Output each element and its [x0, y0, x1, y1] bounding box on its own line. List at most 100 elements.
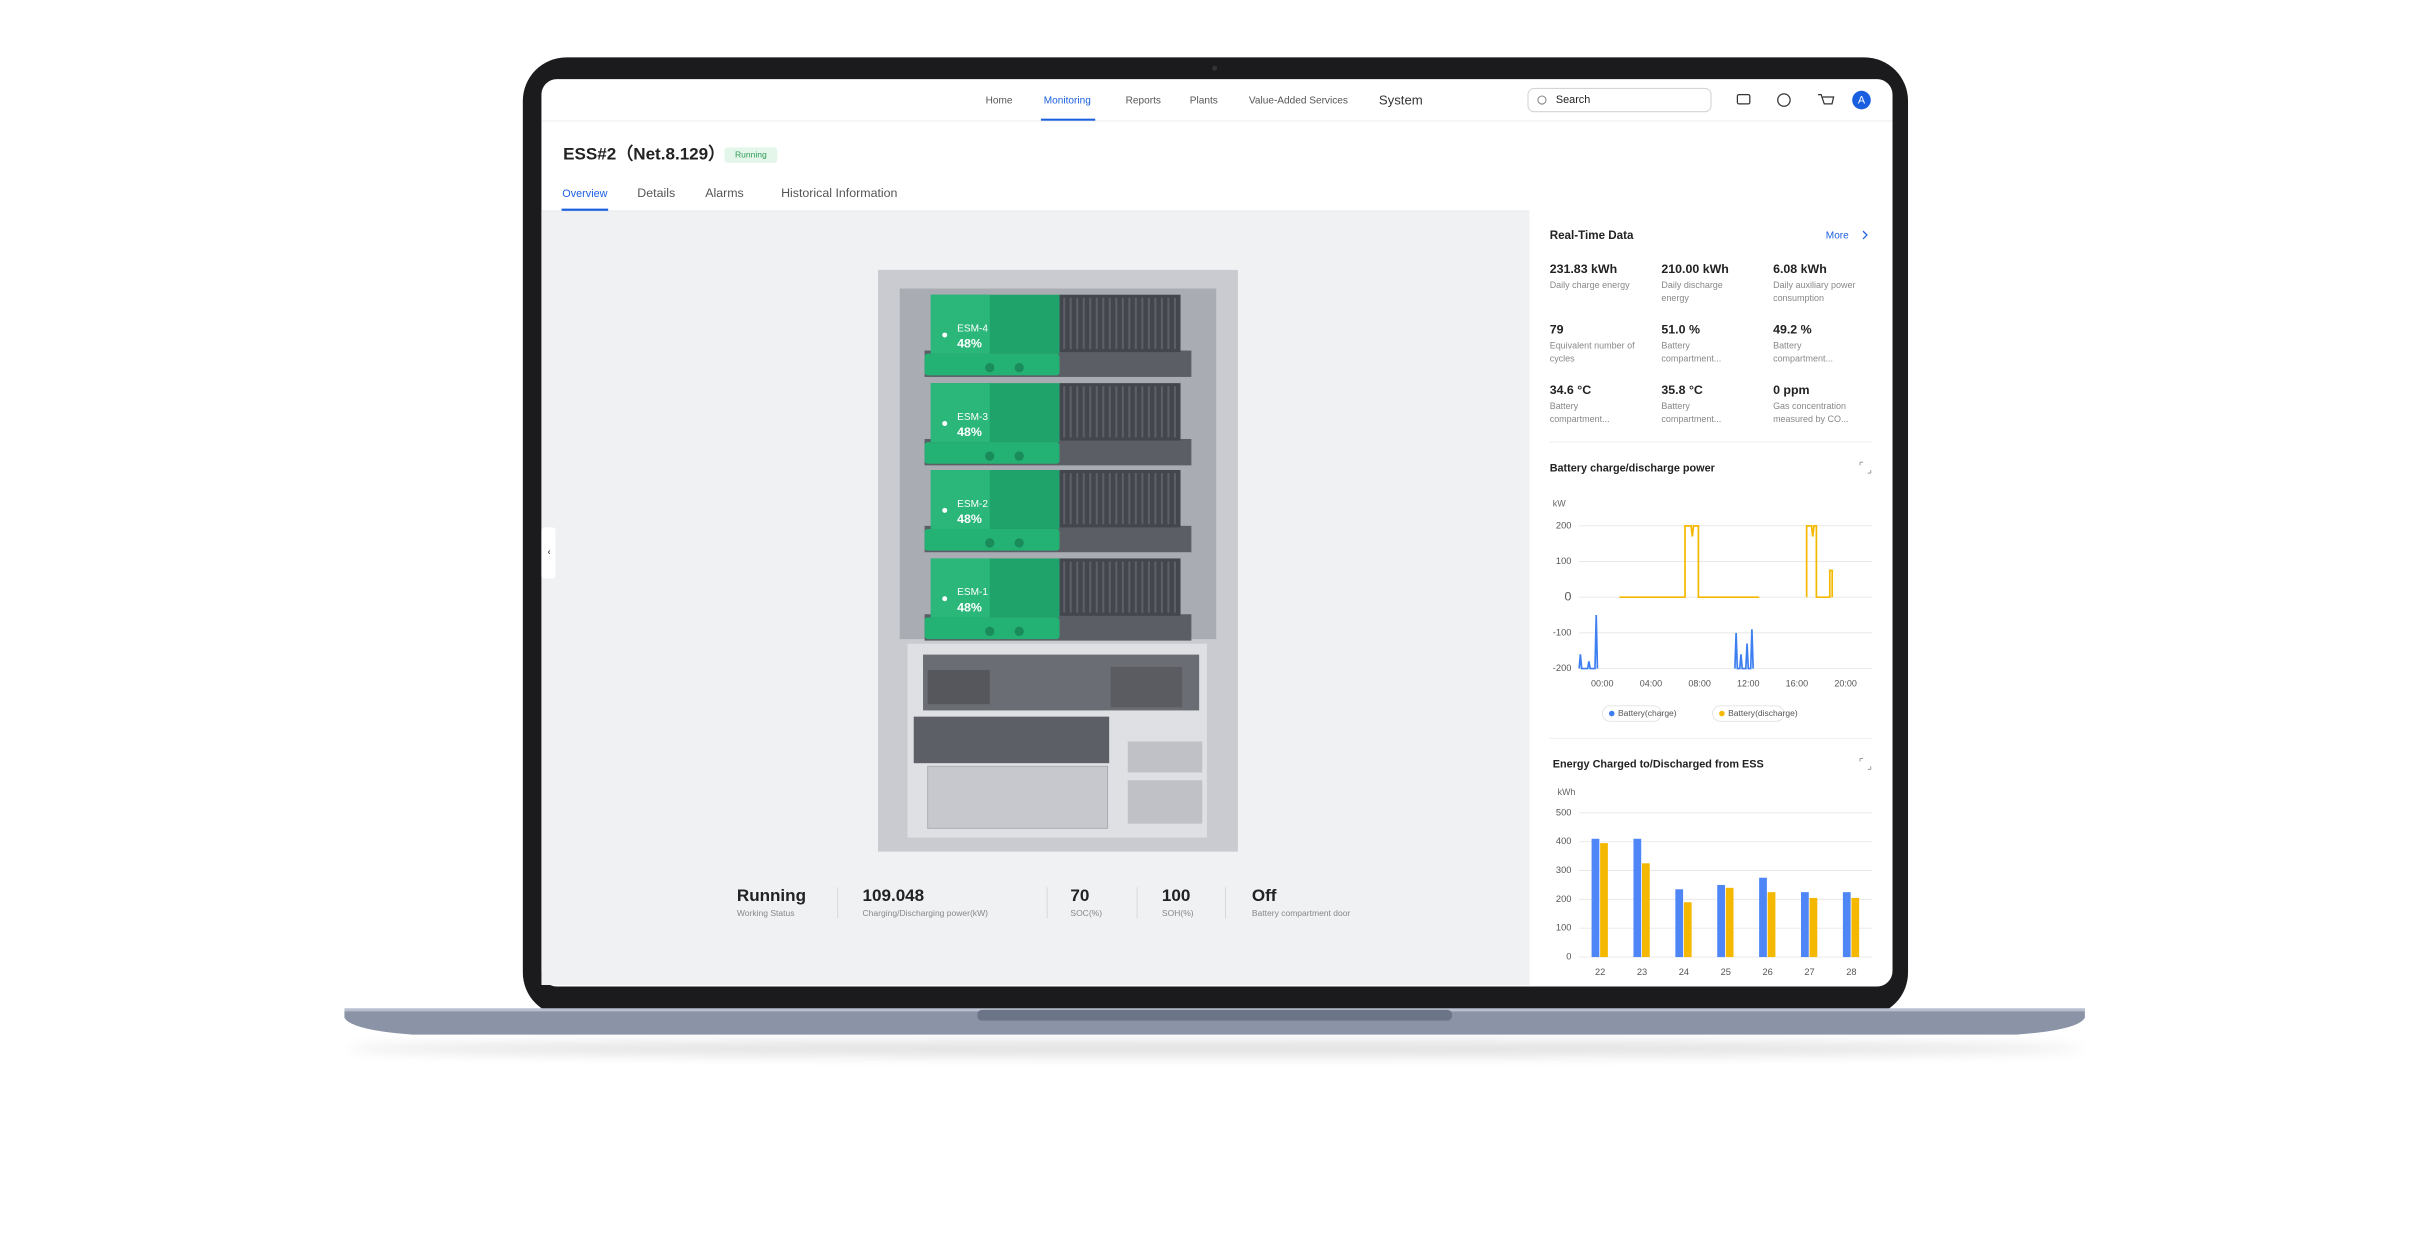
expand-icon[interactable]	[1859, 461, 1872, 474]
tab[interactable]: Historical Information	[781, 186, 897, 200]
avatar-letter: A	[1858, 95, 1866, 107]
nav-item[interactable]: Reports	[1126, 95, 1161, 106]
status-value: 109.048	[863, 886, 925, 905]
lower-box	[927, 765, 1109, 829]
y-tick-label: 0	[1566, 952, 1571, 962]
bar	[1675, 889, 1684, 958]
nav-item[interactable]: Monitoring	[1044, 95, 1091, 106]
bar	[1759, 877, 1767, 958]
y-axis-unit: kWh	[1557, 787, 1575, 797]
x-tick-label: 24	[1679, 967, 1689, 977]
avatar[interactable]	[1852, 90, 1871, 110]
nav-item[interactable]: Value-Added Services	[1249, 95, 1348, 106]
bar	[1642, 863, 1650, 958]
bar	[1591, 838, 1600, 958]
shadow	[345, 1040, 2084, 1057]
x-tick-label: 12:00	[1737, 678, 1759, 688]
nav-item[interactable]: System	[1379, 92, 1423, 107]
legend-dot	[1719, 710, 1725, 717]
more-chevron[interactable]	[1862, 230, 1868, 240]
metric-value: 51.0 %	[1661, 323, 1700, 337]
cart-icon[interactable]	[1818, 94, 1835, 105]
x-tick-label: 20:00	[1834, 678, 1856, 688]
y-axis-unit: kW	[1553, 499, 1566, 509]
legend-dot	[1608, 710, 1615, 717]
metric-label: Battery	[1773, 340, 1802, 350]
module-knob	[985, 451, 995, 461]
x-tick-label: 23	[1637, 967, 1647, 977]
device-title: ESS#2（Net.8.129）	[563, 144, 725, 164]
status-label: SOC(%)	[1070, 908, 1102, 918]
module-knob	[985, 362, 995, 373]
book-icon[interactable]	[1736, 94, 1751, 105]
status-label: Working Status	[737, 908, 795, 918]
collapse-tab[interactable]	[541, 527, 556, 579]
metric-label: energy	[1661, 293, 1689, 303]
module-name: ESM-4	[957, 324, 988, 335]
base-notch	[977, 1009, 1452, 1021]
status-label: Battery compartment door	[1252, 908, 1351, 918]
x-tick-label: 27	[1804, 967, 1814, 977]
x-tick-label: 26	[1762, 967, 1772, 977]
legend-item[interactable]	[1601, 705, 1662, 722]
legend-item[interactable]	[1712, 705, 1785, 722]
metric-label: Battery	[1661, 340, 1690, 350]
tab[interactable]: Details	[637, 186, 675, 200]
nav-item[interactable]: Home	[986, 95, 1013, 106]
nav-underline	[1040, 118, 1096, 121]
tab-underline	[561, 208, 609, 211]
metric-value: 6.08 kWh	[1773, 262, 1827, 276]
bar	[1717, 884, 1725, 958]
bar	[1725, 887, 1734, 958]
metric-value: 79	[1550, 323, 1564, 337]
metric-value: 0 ppm	[1773, 383, 1810, 397]
y-tick-label: 200	[1556, 520, 1572, 530]
y-tick-label: -200	[1553, 663, 1572, 673]
metric-label: Gas concentration	[1773, 401, 1846, 411]
module-led	[942, 507, 948, 513]
module-front-edge	[930, 294, 990, 354]
y-tick-label: 500	[1556, 807, 1572, 817]
module-name: ESM-1	[957, 587, 988, 598]
module-front-edge	[930, 383, 990, 443]
tab[interactable]: Alarms	[705, 186, 744, 200]
laptop-base	[344, 1009, 2085, 1035]
x-tick-label: 08:00	[1688, 678, 1710, 688]
search-placeholder: Search	[1556, 94, 1590, 106]
module-knob	[1014, 538, 1024, 548]
status-badge	[724, 147, 778, 163]
metric-value: 210.00 kWh	[1661, 262, 1729, 276]
y-tick-label: 400	[1556, 836, 1572, 846]
x-tick-label: 00:00	[1591, 678, 1613, 688]
module-vent	[1059, 470, 1181, 528]
search-icon	[1537, 95, 1547, 105]
bar	[1851, 897, 1860, 958]
module-led	[942, 420, 948, 426]
message-icon[interactable]	[1777, 93, 1791, 107]
camera	[1212, 65, 1218, 71]
module-name: ESM-2	[957, 499, 988, 510]
collapse-icon: ‹	[548, 547, 551, 557]
series-line	[1619, 524, 1834, 599]
nav-item[interactable]: Plants	[1190, 95, 1218, 106]
x-tick-label: 28	[1846, 967, 1856, 977]
status-value: Off	[1252, 886, 1277, 905]
more-link[interactable]: More	[1826, 230, 1849, 241]
legend-label: Battery(charge)	[1618, 708, 1677, 718]
metric-value: 49.2 %	[1773, 323, 1812, 337]
lower-unit	[1110, 667, 1183, 708]
metric-label: compartment...	[1661, 353, 1721, 363]
tab[interactable]: Overview	[562, 188, 607, 200]
module-vent	[1059, 294, 1181, 353]
status-value: 100	[1162, 886, 1190, 905]
search-box[interactable]	[1527, 87, 1712, 113]
expand-icon[interactable]	[1859, 758, 1872, 770]
lower-slot	[1127, 741, 1203, 773]
metric-label: cycles	[1550, 353, 1575, 363]
bar	[1600, 843, 1608, 958]
status-value: 70	[1070, 886, 1089, 905]
module-knob	[1014, 362, 1024, 373]
metric-label: Daily charge energy	[1550, 280, 1630, 290]
y-tick-label: 100	[1556, 556, 1572, 566]
y-tick-label: 100	[1556, 923, 1572, 933]
